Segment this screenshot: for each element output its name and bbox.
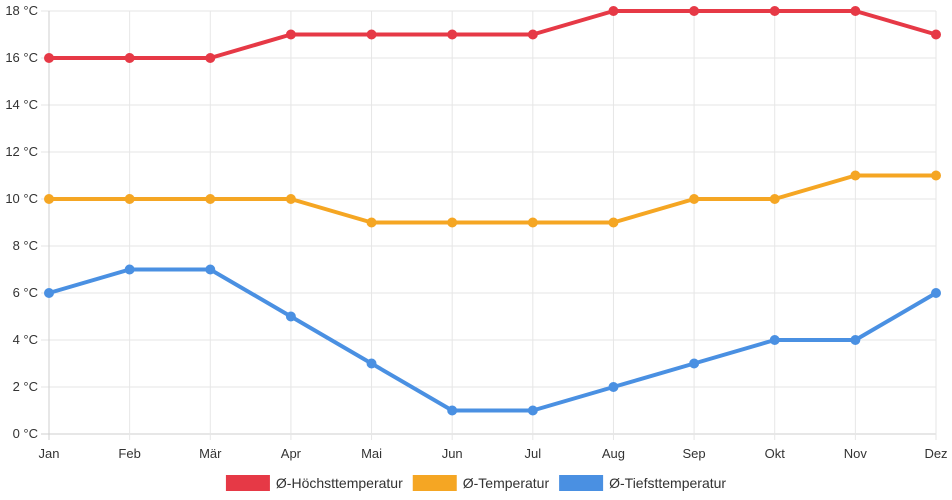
y-tick-label: 0 °C (13, 426, 38, 441)
y-tick-label: 2 °C (13, 379, 38, 394)
x-tick-label: Aug (602, 446, 625, 461)
data-point[interactable] (850, 6, 861, 16)
x-tick-label: Feb (118, 446, 140, 461)
series-line (47, 9, 938, 60)
legend-item[interactable]: Ø-Höchsttemperatur (225, 475, 403, 491)
data-point[interactable] (205, 53, 216, 63)
data-point[interactable] (447, 29, 458, 40)
x-tick-label: Dez (924, 446, 947, 461)
data-point[interactable] (608, 217, 619, 228)
data-point[interactable] (689, 358, 700, 369)
series-line (47, 267, 938, 413)
data-point[interactable] (769, 194, 780, 204)
x-tick-label: Mai (361, 446, 382, 461)
data-point[interactable] (689, 194, 700, 204)
y-tick-label: 18 °C (5, 3, 38, 18)
data-point[interactable] (366, 217, 377, 228)
y-tick-label: 4 °C (13, 332, 38, 347)
data-point[interactable] (931, 29, 941, 40)
grid (41, 10, 937, 440)
data-point[interactable] (527, 405, 538, 416)
data-point[interactable] (44, 194, 54, 204)
y-tick-label: 8 °C (13, 238, 38, 253)
legend-label: Ø-Temperatur (463, 475, 550, 491)
legend-label: Ø-Höchsttemperatur (276, 475, 403, 491)
x-tick-label: Jul (525, 446, 542, 461)
series-2 (44, 264, 941, 416)
data-point[interactable] (285, 194, 296, 204)
data-point[interactable] (124, 53, 135, 63)
x-tick-label: Jan (39, 446, 60, 461)
x-tick-label: Jun (442, 446, 463, 461)
data-point[interactable] (366, 358, 377, 369)
series-lines (44, 6, 941, 416)
data-point[interactable] (769, 6, 780, 16)
series-1 (44, 170, 941, 228)
data-point[interactable] (124, 194, 135, 204)
series-line (47, 173, 938, 225)
y-tick-label: 14 °C (5, 97, 38, 112)
x-tick-label: Sep (683, 446, 706, 461)
data-point[interactable] (850, 170, 861, 181)
data-point[interactable] (285, 311, 296, 322)
x-tick-label: Mär (199, 446, 222, 461)
y-tick-label: 12 °C (5, 144, 38, 159)
data-point[interactable] (931, 170, 941, 181)
legend-swatch (412, 475, 457, 491)
data-point[interactable] (44, 53, 54, 63)
data-point[interactable] (931, 288, 941, 298)
data-point[interactable] (205, 194, 216, 204)
x-tick-label: Nov (844, 446, 868, 461)
legend-label: Ø-Tiefsttemperatur (609, 475, 726, 491)
data-point[interactable] (44, 288, 54, 298)
data-point[interactable] (689, 6, 700, 16)
data-point[interactable] (285, 29, 296, 40)
x-tick-label: Okt (765, 446, 786, 461)
axes: 0 °C 2 °C 4 °C 6 °C 8 °C 10 °C 12 °C 14 °C 16 °C… (5, 3, 947, 461)
legend: Ø-Höchsttemperatur Ø-Temperatur Ø-Tiefstte… (225, 475, 726, 491)
legend-swatch (559, 475, 604, 491)
legend-item[interactable]: Ø-Tiefsttemperatur (559, 475, 726, 491)
series-0 (44, 6, 941, 63)
data-point[interactable] (608, 382, 619, 392)
data-point[interactable] (527, 217, 538, 228)
data-point[interactable] (850, 335, 861, 345)
data-point[interactable] (769, 335, 780, 345)
data-point[interactable] (205, 264, 216, 275)
y-tick-label: 10 °C (5, 191, 38, 206)
data-point[interactable] (366, 29, 377, 40)
y-tick-label: 16 °C (5, 50, 38, 65)
legend-item[interactable]: Ø-Temperatur (412, 475, 550, 491)
data-point[interactable] (608, 6, 619, 16)
legend-swatch (225, 475, 270, 491)
data-point[interactable] (447, 217, 458, 228)
data-point[interactable] (447, 405, 458, 416)
data-point[interactable] (527, 29, 538, 40)
y-tick-label: 6 °C (13, 285, 38, 300)
x-tick-label: Apr (281, 446, 302, 461)
data-point[interactable] (124, 264, 135, 275)
